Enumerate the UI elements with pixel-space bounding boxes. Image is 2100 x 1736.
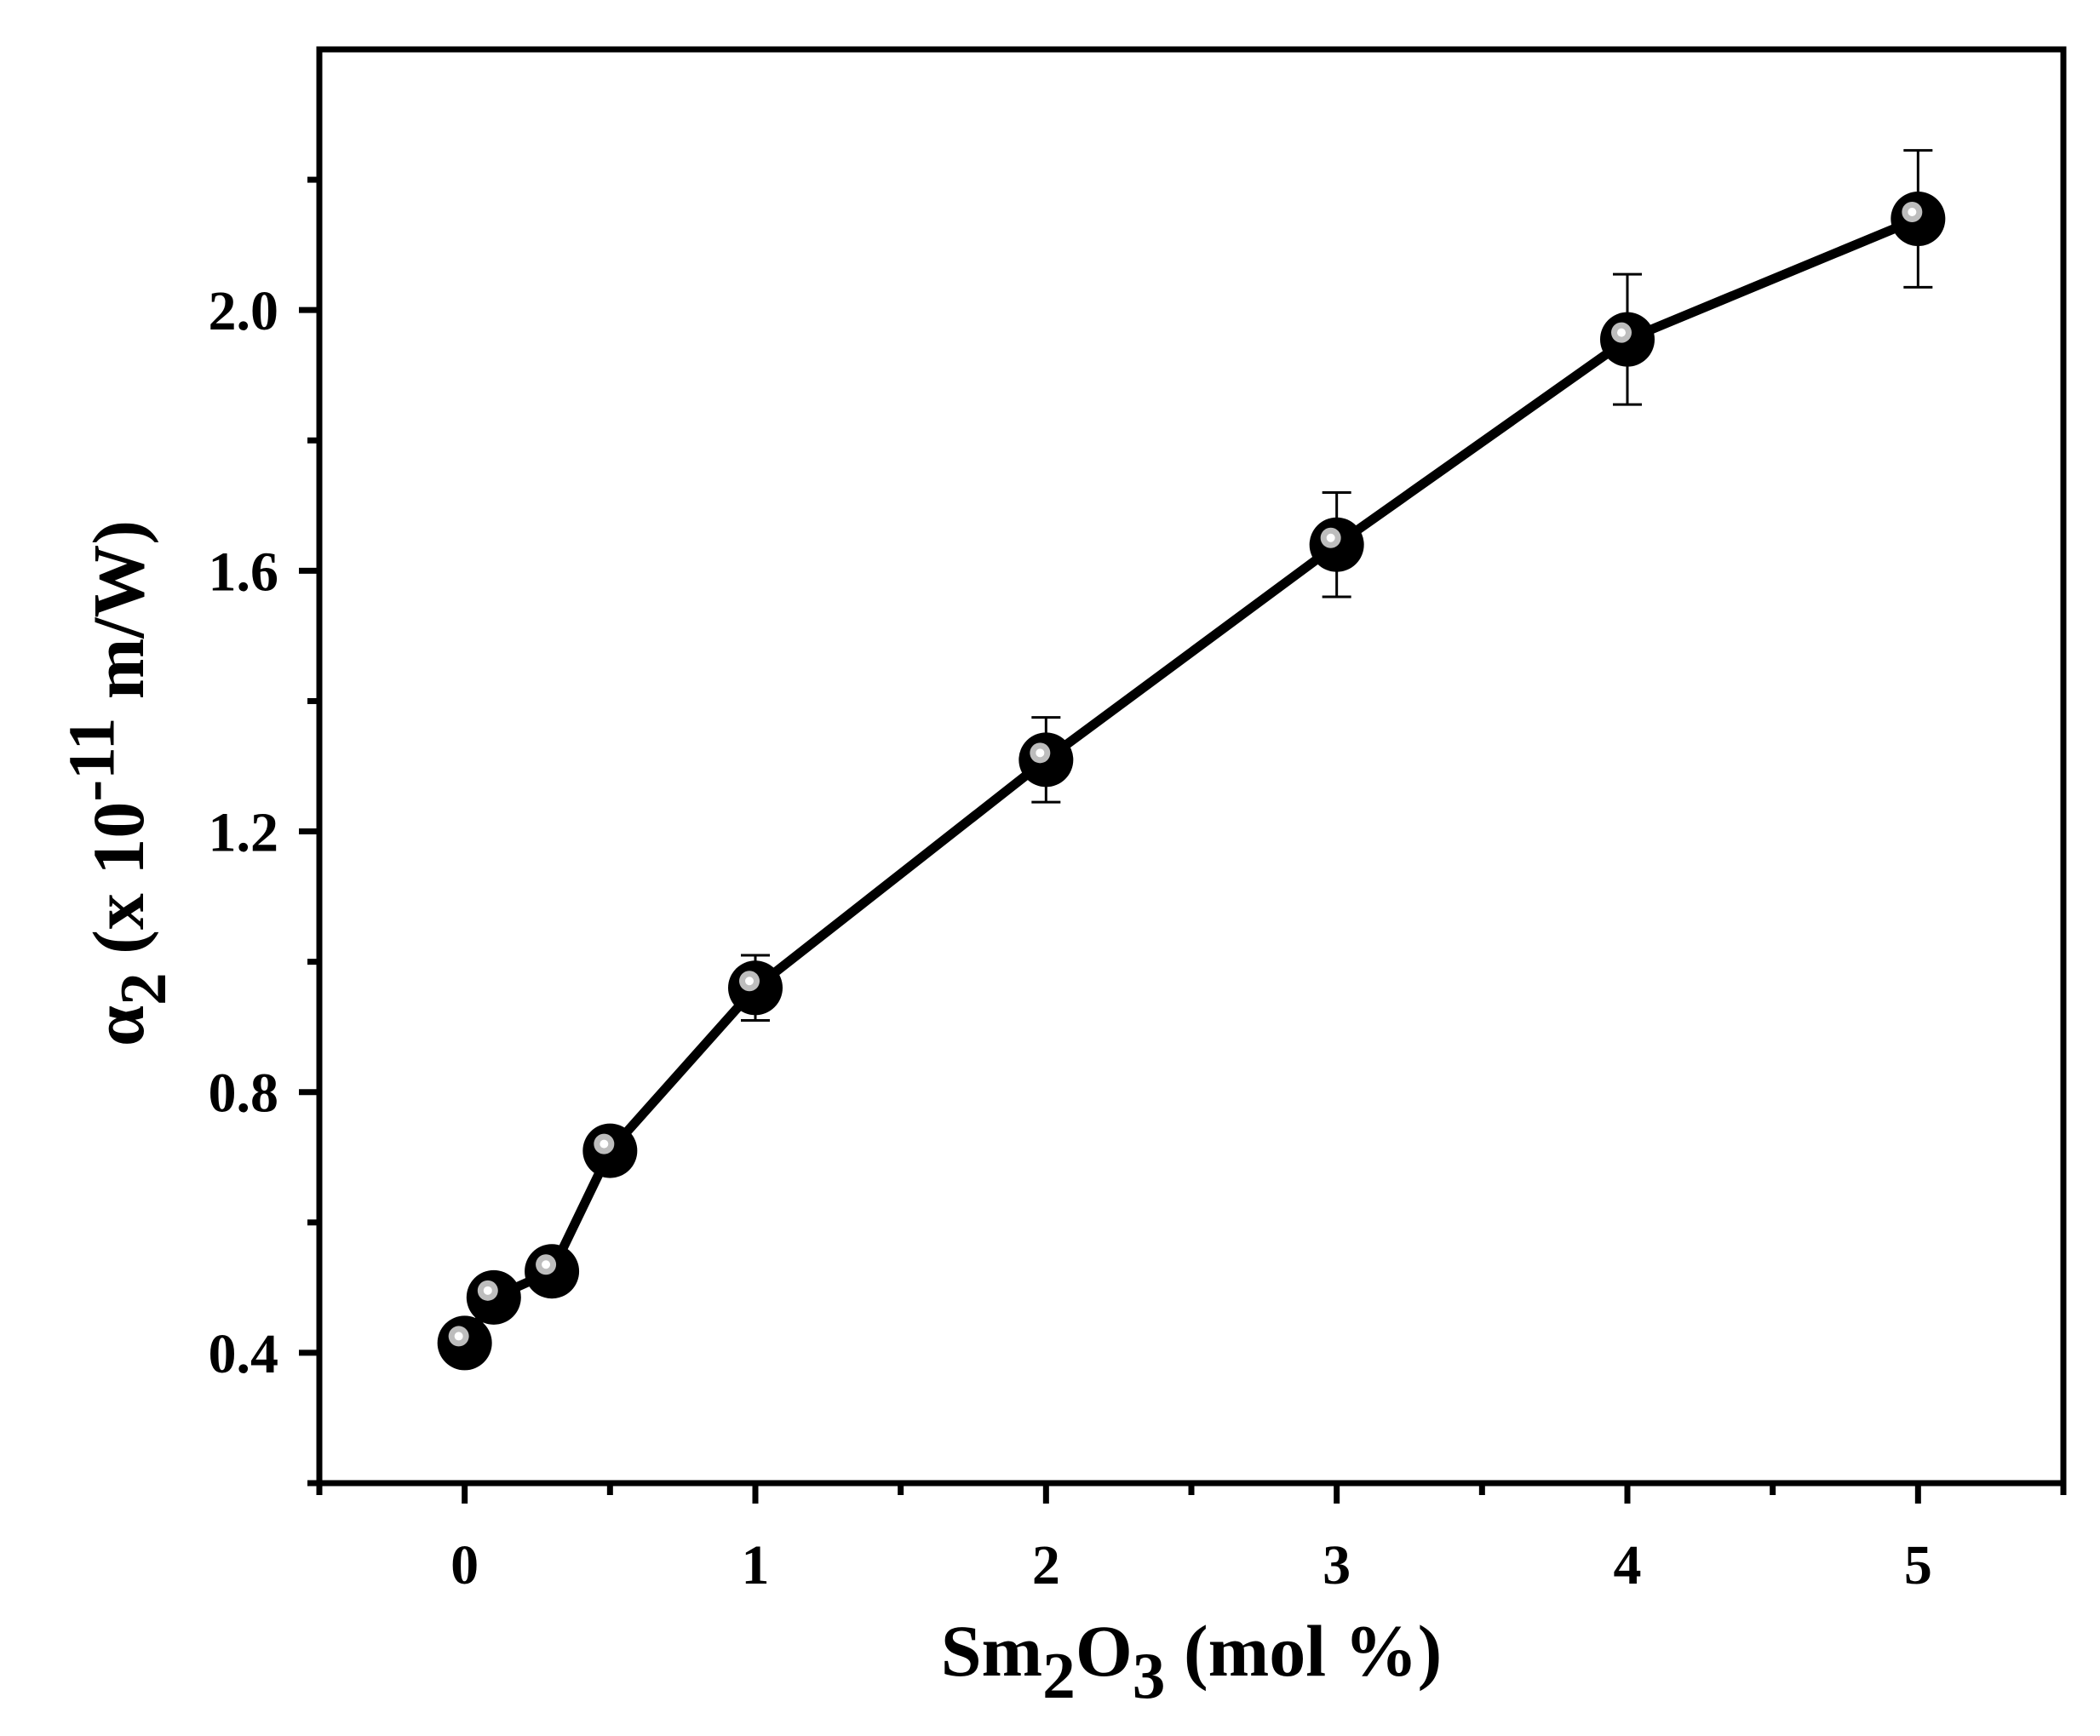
x-tick-label: 2 — [1032, 1534, 1060, 1596]
data-point-glint — [1617, 328, 1626, 337]
data-point-glint — [542, 1260, 551, 1269]
y-axis-title-part: m/W) — [77, 520, 159, 718]
data-point-glint — [745, 977, 754, 986]
data-point-glint — [1908, 208, 1917, 217]
x-tick-label: 1 — [742, 1534, 770, 1596]
data-point-glint — [600, 1139, 609, 1149]
y-axis-title-part: α — [77, 1006, 159, 1046]
y-tick-label: 1.6 — [209, 541, 279, 603]
y-tick-label: 0.4 — [209, 1323, 279, 1385]
y-tick-label: 1.2 — [209, 802, 279, 864]
axis-ticks — [299, 176, 2067, 1504]
x-tick-label: 0 — [450, 1534, 479, 1596]
y-tick-label: 2.0 — [209, 280, 279, 342]
x-tick-label: 5 — [1904, 1534, 1932, 1596]
x-axis-title-part: O — [1076, 1610, 1133, 1692]
x-axis-title-part: (mol %) — [1165, 1610, 1442, 1692]
x-axis-title-part: 3 — [1133, 1639, 1166, 1712]
y-axis-title: α2 (x 10-11 m/W) — [55, 520, 180, 1046]
axis-titles: Sm2O3 (mol %)α2 (x 10-11 m/W) — [55, 520, 1443, 1712]
series-line — [460, 214, 1923, 1348]
x-tick-label: 4 — [1614, 1534, 1642, 1596]
y-tick-label: 0.8 — [209, 1063, 279, 1125]
x-axis-title-part: 2 — [1042, 1639, 1076, 1712]
tick-labels: 0 1 2 3 4 5 0.4 0.8 1.2 1.6 2.0 — [209, 280, 1932, 1596]
data-point-glint — [1326, 533, 1335, 542]
y-axis-title-part: 2 — [106, 972, 180, 1006]
y-axis-title-part: (x 10 — [77, 802, 159, 973]
data-point-glint — [454, 1332, 463, 1341]
data-point-glint — [1036, 748, 1045, 758]
y-axis-title-part: -11 — [55, 718, 129, 802]
data-point-glint — [483, 1286, 492, 1295]
x-axis-title: Sm2O3 (mol %) — [941, 1610, 1443, 1712]
x-tick-label: 3 — [1323, 1534, 1351, 1596]
x-axis-title-part: Sm — [941, 1610, 1042, 1692]
series-layer — [437, 149, 1946, 1371]
